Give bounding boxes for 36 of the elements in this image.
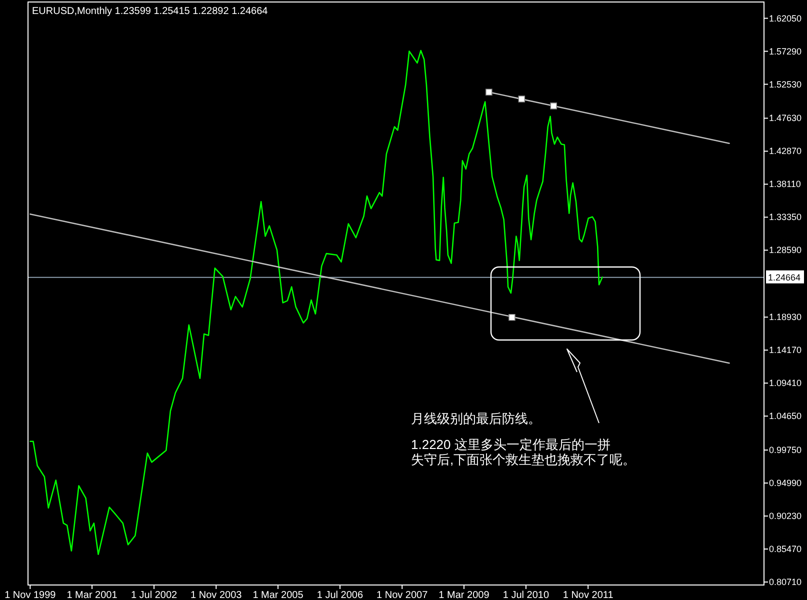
y-tick-label: 1.38110	[769, 179, 801, 190]
point	[508, 314, 516, 321]
y-tick-label: 1.62050	[769, 13, 802, 24]
ref-line-label: 1.24664	[768, 272, 801, 282]
x-tick-label: 1 Jul 2002	[130, 590, 178, 600]
annotation: 失守后,下面张个救生垫也挽救不了呢。	[411, 452, 636, 467]
x-tick-label: 1 Mar 2005	[252, 590, 304, 600]
x-tick-label: 1 Mar 2001	[66, 590, 118, 600]
point	[550, 102, 557, 110]
x-tick-label: 1 Mar 2009	[438, 590, 490, 600]
x-tick-label: 1 Nov 2003	[190, 590, 242, 600]
y-tick-label: 0.85470	[769, 544, 802, 554]
y-tick-label: 1.52530	[769, 79, 802, 90]
y-tick-label: 1.42870	[769, 146, 802, 156]
y-tick-label: 1.14170	[769, 345, 802, 356]
x-tick-label: 1 Nov 1999	[4, 590, 56, 600]
y-tick-label: 1.18930	[769, 312, 802, 322]
y-tick-label: 1.47630	[769, 113, 802, 124]
point	[486, 88, 492, 96]
x-tick-label: 1 Jul 2010	[502, 590, 550, 600]
x-tick-label: 1 Nov 2007	[376, 590, 428, 600]
point	[518, 96, 526, 102]
y-tick-label: 1.28590	[769, 245, 802, 256]
y-tick-label: 1.57290	[769, 46, 802, 56]
y-tick-label: 1.04650	[769, 411, 802, 422]
annotation: 1.2220 这里多头一定作最后的一拼	[411, 437, 610, 452]
y-tick-label: 0.80710	[769, 577, 802, 588]
chart-title: EURUSD,Monthly 1.23599 1.25415 1.22892 1.24664	[32, 6, 268, 17]
y-tick-label: 0.99750	[769, 445, 802, 456]
x-tick-label: 1 Nov 2011	[562, 590, 614, 600]
y-tick-label: 0.94990	[769, 478, 802, 488]
x-tick-label: 1 Jul 2006	[316, 590, 364, 600]
y-tick-label: 1.33350	[769, 212, 802, 222]
y-tick-label: 0.90230	[769, 511, 802, 522]
y-tick-label: 1.09410	[769, 378, 802, 388]
annotation: 月线级别的最后防线。	[411, 411, 541, 426]
